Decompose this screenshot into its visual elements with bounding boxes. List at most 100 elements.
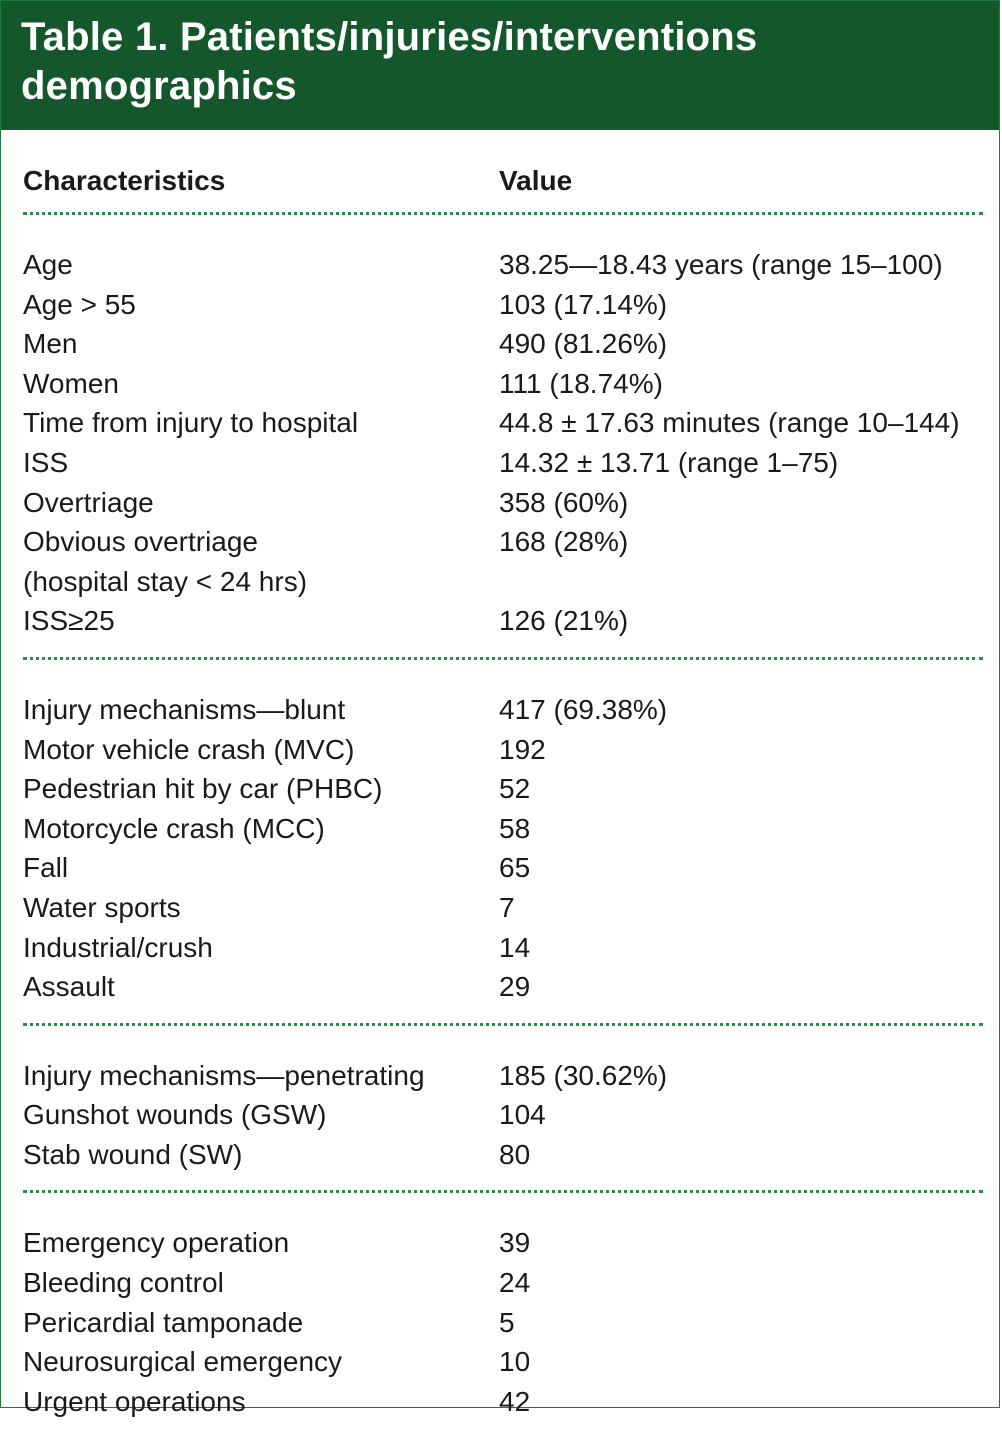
row-value: 29 [499,971,531,1003]
row-label-text: Injury mechanisms—penetrating [23,1059,425,1091]
table-title: Table 1. Patients/injuries/interventions… [1,1,999,130]
table-row: Age 38.25—18.43 years (range 15–100) [23,245,999,285]
table-row: Pedestrian hit by car (PHBC) 52 [23,769,999,809]
row-value: 65 [499,852,531,884]
row-value: 358 (60%) [499,486,629,518]
row-value: 417 (69.38%) [499,693,668,725]
row-value: 111 (18.74%) [499,367,663,399]
row-label-text: ISS [23,446,69,478]
row-label-text: Motor vehicle crash (MVC) [23,733,355,765]
row-value: 58 [499,812,531,844]
table-row: ISS≥25 126 (21%) [23,601,999,641]
row-value: 44.8 ± 17.63 minutes (range 10–144) [499,407,960,439]
column-header-value: Value [499,165,573,196]
row-label: ISS [23,443,68,483]
table-row: Water sports 7 [23,888,999,928]
row-label: Bleeding control [23,1263,224,1303]
table-title-line-1: Table 1. Patients/injuries/interventions [21,15,758,59]
table-section: Emergency operation 39 Bleeding control 24 P… [23,1193,999,1437]
row-value: 5 [499,1306,515,1338]
row-label: Neurosurgical emergency [23,1342,342,1382]
row-label: Age [23,245,73,285]
table-row: Obvious overtriage (hospital stay < 24 hr… [23,522,999,601]
row-label-text: ISS≥25 [23,605,115,637]
row-value: 80 [499,1138,531,1170]
table-section: Injury mechanisms—penetrating 185 (30.62%… [23,1026,999,1191]
table-title-line-2: demographics [21,64,297,108]
row-label: Gunshot wounds (GSW) [23,1095,326,1135]
row-value: 185 (30.62%) [499,1059,668,1091]
table-row: Motorcycle crash (MCC) 58 [23,809,999,849]
row-value: 104 [499,1099,546,1131]
row-value: 126 (21%) [499,605,629,637]
row-value: 38.25—18.43 years (range 15–100) [499,249,943,280]
row-label: Pericardial tamponade [23,1303,303,1343]
table-row: Gunshot wounds (GSW) 104 [23,1095,999,1135]
table-sections: Age 38.25—18.43 years (range 15–100) Age >… [23,215,999,1437]
row-label-text: Time from injury to hospital [23,407,359,439]
row-label-text: Fall [23,852,69,884]
table-row: Urgent operations 42 [23,1382,999,1422]
table-row: Emergency operation 39 [23,1223,999,1263]
table-section: Injury mechanisms—blunt 417 (69.38%) Motor… [23,660,999,1023]
dotted-separator [23,212,983,215]
row-label-text: Stab wound (SW) [23,1138,243,1170]
table-row: Bleeding control 24 [23,1263,999,1303]
row-label-text: Neurosurgical emergency [23,1346,343,1378]
row-label-text: Water sports [23,891,181,923]
row-label: Women [23,364,119,404]
row-label: ISS≥25 [23,601,115,641]
row-value: 192 [499,733,546,765]
table-row: Motor vehicle crash (MVC) 192 [23,730,999,770]
row-label: Stab wound (SW) [23,1135,242,1175]
dotted-separator [23,1190,983,1194]
row-value: 168 (28%) [499,526,629,558]
row-label-text: Industrial/crush [23,931,213,963]
row-label-text: Gunshot wounds (GSW) [23,1099,327,1131]
row-label: Time from injury to hospital [23,403,358,443]
table-row: Age > 55 103 (17.14%) [23,285,999,325]
row-label: Motorcycle crash (MCC) [23,809,325,849]
row-value: 39 [499,1227,531,1259]
row-label: Industrial/crush [23,928,213,968]
row-label: Men [23,324,77,364]
row-label-text: Men [23,328,78,360]
row-label: Fall [23,848,68,888]
row-label: Urgent operations [23,1382,246,1422]
row-label-text: Obvious overtriage [23,526,259,558]
table-row: Time from injury to hospital 44.8 ± 17.63… [23,403,999,443]
table-row: Neurosurgical emergency 10 [23,1342,999,1382]
dotted-separator [23,1022,983,1026]
row-label: Water sports [23,888,181,928]
row-value: 14 [499,931,531,963]
row-value: 52 [499,773,531,805]
row-label: Age > 55 [23,285,136,325]
table-header-row: Characteristics Value [23,130,999,212]
table-row: Women 111 (18.74%) [23,364,999,404]
row-label: Assault [23,967,115,1007]
row-label: Pedestrian hit by car (PHBC) [23,769,382,809]
table-row: Pericardial tamponade 5 [23,1303,999,1343]
table-row: Stab wound (SW) 80 [23,1135,999,1175]
row-label-text: Pedestrian hit by car (PHBC) [23,773,383,805]
table-row: ISS 14.32 ± 13.71 (range 1–75) [23,443,999,483]
row-value: 42 [499,1385,531,1417]
row-label-text: Bleeding control [23,1267,224,1299]
table-row: Industrial/crush 14 [23,928,999,968]
table-row: Fall 65 [23,848,999,888]
table-section: Age 38.25—18.43 years (range 15–100) Age >… [23,215,999,657]
row-label: Injury mechanisms—blunt [23,690,345,730]
row-value: 14.32 ± 13.71 (range 1–75) [499,446,839,478]
row-label-text: Age [23,249,73,280]
row-value: 10 [499,1346,531,1378]
row-value: 7 [499,891,515,923]
row-label-text: Urgent operations [23,1385,246,1417]
table-row: Assault 29 [23,967,999,1007]
table-row: Overtriage 358 (60%) [23,483,999,523]
row-label-text: Pericardial tamponade [23,1306,304,1338]
row-label: Obvious overtriage (hospital stay < 24 hr… [23,522,307,601]
row-label: Injury mechanisms—penetrating [23,1056,425,1096]
column-header-characteristics: Characteristics [23,165,226,196]
table-body: Characteristics Value Age 38.25—18.43 yea… [1,130,999,1437]
